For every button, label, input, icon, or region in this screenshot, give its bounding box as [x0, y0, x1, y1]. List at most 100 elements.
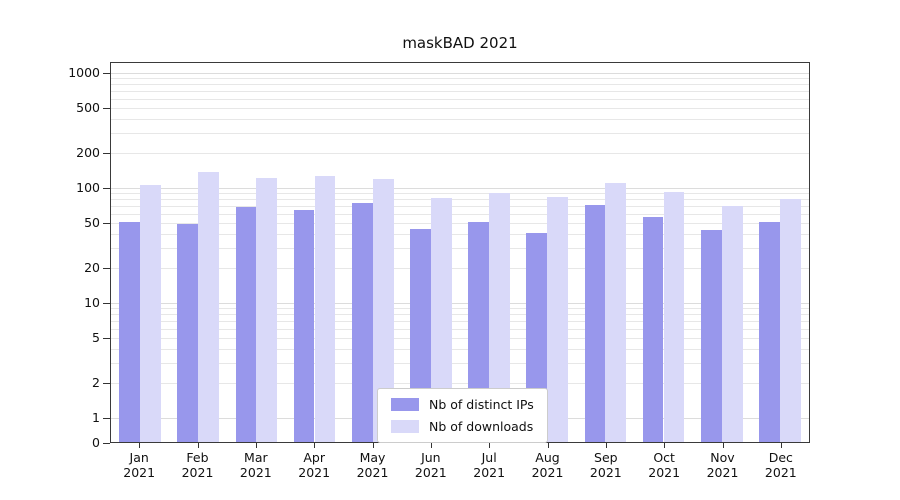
y-tick-mark [103, 107, 110, 109]
x-tick-label: Jan 2021 [107, 450, 171, 480]
gridline-minor [111, 314, 809, 316]
x-tick-month: Dec [768, 450, 793, 465]
y-tick-mark [103, 268, 110, 270]
x-tick-label: Feb 2021 [166, 450, 230, 480]
x-tick-month: Jun [421, 450, 441, 465]
gridline-minor [111, 98, 809, 100]
y-tick-label: 0 [92, 435, 100, 450]
x-tick-mark [780, 443, 782, 448]
x-tick-month: Jul [481, 450, 497, 465]
x-tick-label: Dec 2021 [749, 450, 813, 480]
y-tick-mark [103, 73, 110, 74]
x-tick-label: Mar 2021 [224, 450, 288, 480]
bar-distinct-ips-dec [759, 221, 780, 442]
x-tick-year: 2021 [589, 465, 622, 480]
gridline-minor [111, 328, 809, 330]
legend-swatch-downloads [391, 420, 419, 433]
legend-swatch-distinct-ips [391, 398, 419, 411]
bar-downloads-oct [663, 192, 685, 442]
bar-downloads-jul [489, 193, 510, 442]
x-tick-month: Mar [244, 450, 268, 465]
y-tick-mark [103, 443, 110, 444]
bar-downloads-mar [256, 177, 278, 442]
legend-item-distinct-ips: Nb of distinct IPs [391, 397, 534, 412]
bar-downloads-apr [314, 175, 336, 442]
gridline-minor [111, 107, 809, 109]
x-tick-month: Aug [535, 450, 560, 465]
bar-distinct-ips-mar [235, 207, 257, 442]
legend-label-distinct-ips: Nb of distinct IPs [429, 397, 534, 412]
gridline-minor [111, 133, 809, 135]
gridline-minor [111, 205, 809, 207]
x-tick-mark [605, 443, 607, 448]
y-tick-mark [103, 188, 110, 189]
x-tick-mark [547, 443, 549, 448]
y-tick-mark [103, 337, 110, 339]
gridline-major [111, 303, 809, 304]
gridline-minor [111, 383, 809, 385]
x-tick-month: May [359, 450, 386, 465]
x-tick-label: Oct 2021 [632, 450, 696, 480]
y-tick-mark [103, 303, 110, 304]
gridline-minor [111, 222, 809, 224]
x-tick-label: May 2021 [341, 450, 405, 480]
gridline-major [111, 188, 809, 189]
x-tick-mark [372, 443, 374, 448]
x-tick-year: 2021 [764, 465, 797, 480]
y-tick-label: 100 [76, 180, 100, 195]
x-tick-month: Feb [186, 450, 209, 465]
y-tick-mark [103, 418, 110, 419]
bar-distinct-ips-apr [293, 210, 315, 442]
y-tick-label: 10 [84, 295, 100, 310]
x-tick-mark [255, 443, 257, 448]
bar-distinct-ips-jan [119, 221, 140, 442]
x-tick-month: Oct [653, 450, 675, 465]
x-tick-month: Nov [710, 450, 735, 465]
x-tick-year: 2021 [414, 465, 447, 480]
gridline-minor [111, 348, 809, 350]
x-tick-label: Aug 2021 [516, 450, 580, 480]
x-tick-year: 2021 [298, 465, 331, 480]
x-tick-year: 2021 [648, 465, 681, 480]
y-tick-mark [103, 222, 110, 224]
x-tick-mark [197, 443, 199, 448]
bar-downloads-sep [605, 183, 627, 442]
bar-downloads-jun [430, 198, 452, 442]
gridline-minor [111, 193, 809, 195]
x-tick-mark [489, 443, 491, 448]
x-tick-mark [664, 443, 666, 448]
bar-distinct-ips-jul [468, 221, 489, 442]
bar-distinct-ips-oct [642, 216, 664, 442]
y-tick-mark [103, 153, 110, 155]
x-tick-year: 2021 [123, 465, 156, 480]
bar-distinct-ips-feb [177, 223, 199, 442]
gridline-minor [111, 320, 809, 322]
gridline-major [111, 73, 809, 74]
x-tick-label: Jun 2021 [399, 450, 463, 480]
x-tick-label: Nov 2021 [691, 450, 755, 480]
legend-label-downloads: Nb of downloads [429, 419, 534, 434]
gridline-minor [111, 233, 809, 235]
gridline-minor [111, 213, 809, 215]
bar-downloads-nov [721, 206, 743, 442]
x-tick-year: 2021 [239, 465, 272, 480]
gridline-minor [111, 84, 809, 86]
chart-title: maskBAD 2021 [402, 34, 518, 52]
bar-downloads-dec [779, 199, 801, 442]
bar-downloads-feb [198, 172, 220, 442]
y-tick-label: 20 [84, 260, 100, 276]
x-tick-label: Jul 2021 [457, 450, 521, 480]
gridline-minor [111, 118, 809, 120]
bar-distinct-ips-nov [700, 230, 722, 442]
legend-item-downloads: Nb of downloads [391, 419, 534, 434]
gridline-minor [111, 199, 809, 201]
bar-distinct-ips-sep [584, 204, 606, 442]
y-tick-label: 2 [92, 375, 100, 391]
bar-downloads-jan [140, 184, 161, 442]
x-tick-mark [314, 443, 316, 448]
x-tick-month: Apr [303, 450, 325, 465]
x-tick-label: Apr 2021 [282, 450, 346, 480]
gridline-minor [111, 363, 809, 365]
x-tick-year: 2021 [356, 465, 389, 480]
